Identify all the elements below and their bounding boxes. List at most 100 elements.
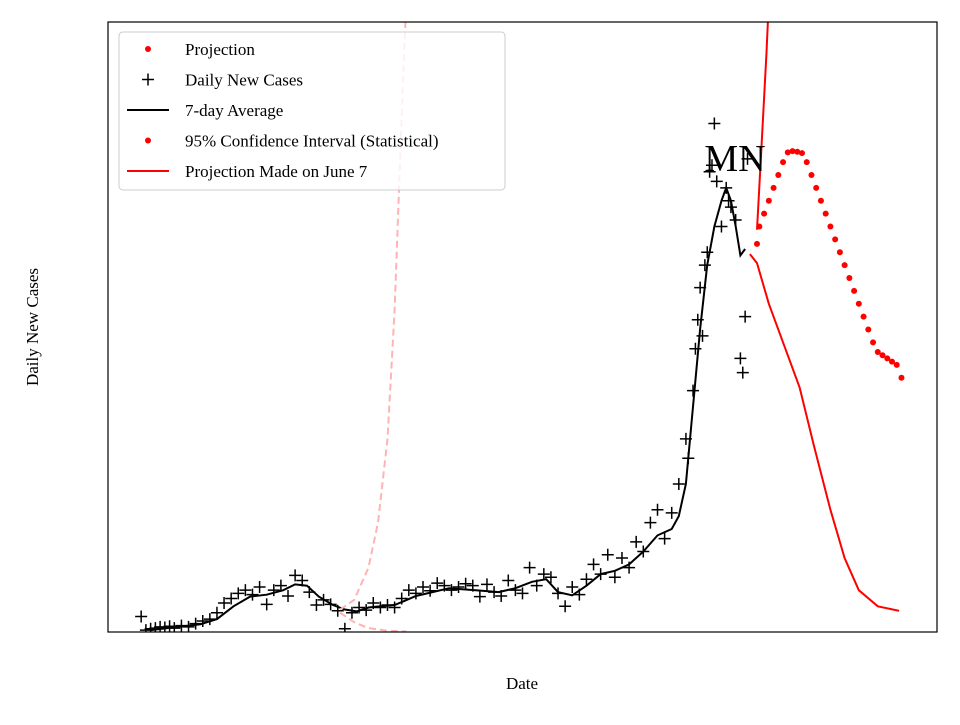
case-marker <box>559 600 572 613</box>
annotation: MN <box>704 138 765 180</box>
projection-point <box>893 361 900 368</box>
x-axis-label: Date <box>506 674 538 693</box>
projection-point <box>813 184 820 191</box>
legend-label: 95% Confidence Interval (Statistical) <box>185 132 439 151</box>
case-marker <box>445 584 458 597</box>
case-marker <box>687 384 700 397</box>
projection-point <box>879 352 886 359</box>
case-marker <box>388 601 401 614</box>
legend-frame <box>118 31 506 191</box>
case-marker <box>210 606 223 619</box>
legend-marker <box>142 73 154 86</box>
case-marker <box>431 577 444 590</box>
projection-point <box>865 326 872 333</box>
case-marker <box>630 535 643 548</box>
case-marker <box>246 588 259 601</box>
series-line <box>749 22 900 612</box>
ci-lower <box>339 611 407 632</box>
case-marker <box>338 622 351 632</box>
case-marker <box>135 610 148 623</box>
projection-point <box>822 210 829 217</box>
case-marker <box>452 580 465 593</box>
y-axis-label: Daily New Cases <box>23 268 42 386</box>
legend-label: 7-day Average <box>185 101 283 120</box>
case-marker <box>417 580 430 593</box>
case-marker <box>225 592 238 605</box>
legend-label: Projection Made on June 7 <box>185 162 368 181</box>
case-marker <box>739 310 752 323</box>
projection-point <box>780 159 787 166</box>
case-marker <box>523 561 536 574</box>
projection-point <box>765 197 772 204</box>
case-marker <box>537 568 550 581</box>
case-marker <box>665 506 678 519</box>
plot-area <box>135 22 905 632</box>
case-marker <box>715 220 728 233</box>
case-marker <box>502 574 515 587</box>
case-marker <box>310 598 323 611</box>
case-marker <box>736 366 749 379</box>
case-marker <box>566 580 579 593</box>
case-marker <box>253 580 266 593</box>
projection-point <box>798 150 805 157</box>
case-marker <box>289 569 302 582</box>
projection-point <box>860 313 867 320</box>
projection-point <box>775 171 782 178</box>
case-marker <box>473 590 486 603</box>
projection-point <box>817 197 824 204</box>
legend: Projection Daily New Cases 7-day Average 95… <box>118 31 506 191</box>
case-marker <box>710 175 723 188</box>
case-marker <box>544 571 557 584</box>
ci-upper <box>339 22 407 611</box>
legend-marker <box>145 46 151 52</box>
projection-point <box>884 355 891 362</box>
projection-point <box>846 274 853 281</box>
legend-label: Projection <box>185 40 255 59</box>
legend-marker <box>145 137 151 144</box>
case-marker <box>608 571 621 584</box>
projection-point <box>855 300 862 307</box>
projection-point <box>827 223 834 230</box>
case-marker <box>741 152 754 165</box>
projection-point <box>803 159 810 166</box>
case-marker <box>701 246 714 259</box>
case-marker <box>658 532 671 545</box>
case-marker <box>689 342 702 355</box>
case-marker <box>267 584 280 597</box>
case-marker <box>282 589 295 602</box>
case-marker <box>703 165 716 178</box>
projection-point <box>789 148 796 155</box>
projection-point <box>770 184 777 191</box>
case-marker <box>459 577 472 590</box>
projection-point <box>836 249 843 256</box>
projection-point <box>784 149 791 156</box>
projection-point <box>851 287 858 294</box>
projection-point <box>888 358 895 365</box>
series-line <box>150 184 746 632</box>
case-marker <box>480 578 493 591</box>
case-marker <box>708 117 721 130</box>
projection-point <box>753 240 760 247</box>
projection-point <box>794 148 801 155</box>
case-marker <box>615 551 628 564</box>
projection-point <box>832 236 839 243</box>
legend-label: Daily New Cases <box>185 71 303 90</box>
case-marker <box>644 516 657 529</box>
case-marker <box>587 558 600 571</box>
axes-frame <box>107 21 938 633</box>
case-marker <box>734 352 747 365</box>
projection-point <box>898 374 905 381</box>
case-marker <box>402 584 415 597</box>
projection-point <box>841 262 848 269</box>
case-marker <box>239 584 252 597</box>
case-marker <box>409 587 422 600</box>
projection-point <box>808 171 815 178</box>
case-marker <box>345 606 358 619</box>
case-marker <box>601 548 614 561</box>
case-marker <box>260 598 273 611</box>
case-marker <box>274 579 287 592</box>
case-marker <box>516 587 529 600</box>
case-marker <box>698 259 711 272</box>
case-marker <box>672 477 685 490</box>
